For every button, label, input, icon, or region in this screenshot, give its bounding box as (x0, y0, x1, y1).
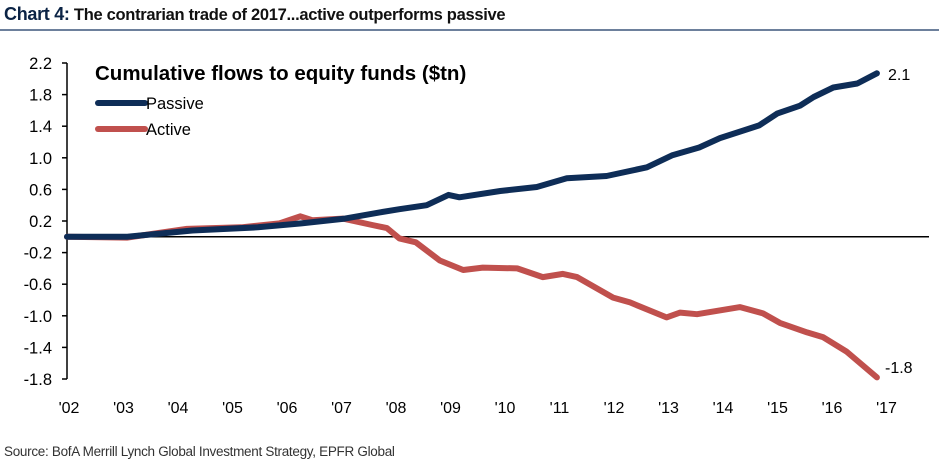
source-note: Source: BofA Merrill Lynch Global Invest… (4, 444, 395, 459)
x-tick-label: '08 (386, 400, 407, 417)
x-tick-label: '02 (59, 400, 80, 417)
y-tick-label: -0.6 (24, 276, 52, 294)
active-end-label: -1.8 (885, 360, 913, 377)
series-line-passive (64, 70, 880, 240)
x-tick-label: '12 (604, 400, 625, 417)
plot-title: Cumulative flows to equity funds ($tn) (95, 62, 466, 85)
y-tick-label: 1.8 (29, 87, 52, 105)
title-rule (0, 29, 939, 31)
y-tick-label: -0.2 (24, 245, 52, 263)
x-tick-label: '10 (495, 400, 516, 417)
x-tick-label: '15 (767, 400, 788, 417)
y-tick-label: 1.4 (29, 118, 52, 136)
x-tick-label: '09 (440, 400, 461, 417)
x-tick-label: '13 (658, 400, 679, 417)
chart-title: Chart 4: The contrarian trade of 2017...… (4, 4, 506, 25)
x-tick-label: '05 (222, 400, 243, 417)
x-tick-label: '17 (876, 400, 897, 417)
line-chart: 2.2 1.8 1.4 1.0 0.6 0.2 -0.2 -0.6 -1.0 -1.4 -1.8 '… (24, 55, 929, 417)
x-tick-label: '11 (550, 400, 570, 417)
y-tick-label: -1.4 (24, 339, 52, 357)
series-line-active (64, 213, 880, 381)
y-tick-label: -1.0 (24, 308, 52, 326)
y-tick-label: 0.6 (29, 181, 52, 199)
legend: Passive Active (95, 95, 204, 139)
x-tick-label: '07 (331, 400, 352, 417)
y-tick-label: 0.2 (29, 213, 52, 231)
y-tick-label: 1.0 (29, 150, 52, 168)
x-tick-label: '04 (168, 400, 189, 417)
series-lines (64, 70, 880, 381)
x-tick-label: '03 (113, 400, 134, 417)
chart-number: Chart 4: (4, 4, 70, 24)
x-tick-label: '16 (822, 400, 843, 417)
passive-end-label: 2.1 (888, 67, 910, 84)
y-axis: 2.2 1.8 1.4 1.0 0.6 0.2 -0.2 -0.6 -1.0 -1.4 -1.8 (24, 55, 68, 389)
chart-title-text: The contrarian trade of 2017...active ou… (73, 6, 506, 24)
x-axis: '02 '03 '04 '05 '06 '07 '08 '09 '10 '11 '12 '13 '14 '… (59, 400, 897, 417)
legend-label-active: Active (146, 121, 191, 139)
y-tick-label: -1.8 (24, 371, 52, 389)
legend-label-passive: Passive (146, 95, 204, 113)
y-tick-label: 2.2 (29, 55, 52, 73)
x-tick-label: '14 (713, 400, 734, 417)
x-tick-label: '06 (277, 400, 298, 417)
